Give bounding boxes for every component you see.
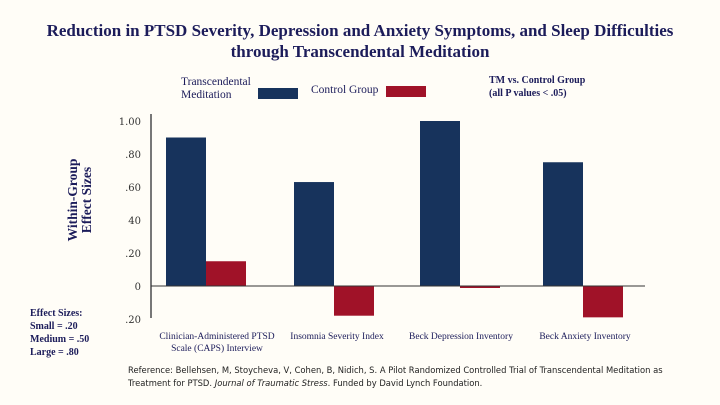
y-tick-label: 0 xyxy=(135,282,141,293)
x-category-label: Beck Depression Inventory xyxy=(409,332,513,342)
x-category-label: Beck Anxiety Inventory xyxy=(539,332,631,342)
significance-note: TM vs. Control Group (all P values < .05… xyxy=(489,74,585,100)
title-line-2: through Transcendental Meditation xyxy=(230,42,490,61)
x-category-label: Scale (CAPS) Interview xyxy=(171,343,263,354)
bar-control xyxy=(460,286,500,288)
effect-size-large: Large = .80 xyxy=(30,347,79,358)
legend-tm-line-2: Meditation xyxy=(181,89,232,101)
legend-control-swatch xyxy=(386,86,426,97)
significance-note-line-1: TM vs. Control Group xyxy=(489,75,586,86)
bar-control xyxy=(334,286,374,316)
reference-journal: Journal of Traumatic Stress xyxy=(214,378,328,388)
reference-funding: . Funded by David Lynch Foundation. xyxy=(327,378,483,388)
bar-tm xyxy=(420,121,460,286)
significance-note-line-2: (all P values < .05) xyxy=(489,88,567,99)
bar-tm xyxy=(543,162,583,286)
chart-title: Reduction in PTSD Severity, Depression a… xyxy=(0,20,720,62)
y-tick-label: .20 xyxy=(125,249,141,260)
legend-tm-label: Transcendental Meditation xyxy=(181,76,261,102)
y-tick-label: .60 xyxy=(125,183,141,194)
effect-size-small: Small = .20 xyxy=(30,321,78,332)
bar-control xyxy=(206,261,246,286)
bar-tm xyxy=(166,137,206,286)
y-tick-label: 1.00 xyxy=(119,117,141,128)
legend-control-label: Control Group xyxy=(311,84,379,96)
effect-size-header: Effect Sizes: xyxy=(30,308,83,319)
legend-tm-line-1: Transcendental xyxy=(181,76,251,88)
y-tick-label: .80 xyxy=(125,150,141,161)
y-tick-label: .20 xyxy=(125,315,141,326)
effect-size-medium: Medium = .50 xyxy=(30,334,90,345)
y-tick-label: 40 xyxy=(128,216,141,227)
bar-tm xyxy=(294,182,334,286)
reference-citation: Reference: Bellehsen, M, Stoycheva, V, C… xyxy=(128,364,688,390)
legend-tm-swatch xyxy=(258,88,298,99)
effect-size-key: Effect Sizes: Small = .20 Medium = .50 L… xyxy=(30,307,89,359)
x-category-label: Clinician-Administered PTSD xyxy=(159,332,274,342)
bar-control xyxy=(583,286,623,318)
x-category-label: Insomnia Severity Index xyxy=(290,332,384,342)
reference-text: Reference: Bellehsen, M, Stoycheva, V, C… xyxy=(128,365,663,388)
title-line-1: Reduction in PTSD Severity, Depression a… xyxy=(46,21,674,40)
